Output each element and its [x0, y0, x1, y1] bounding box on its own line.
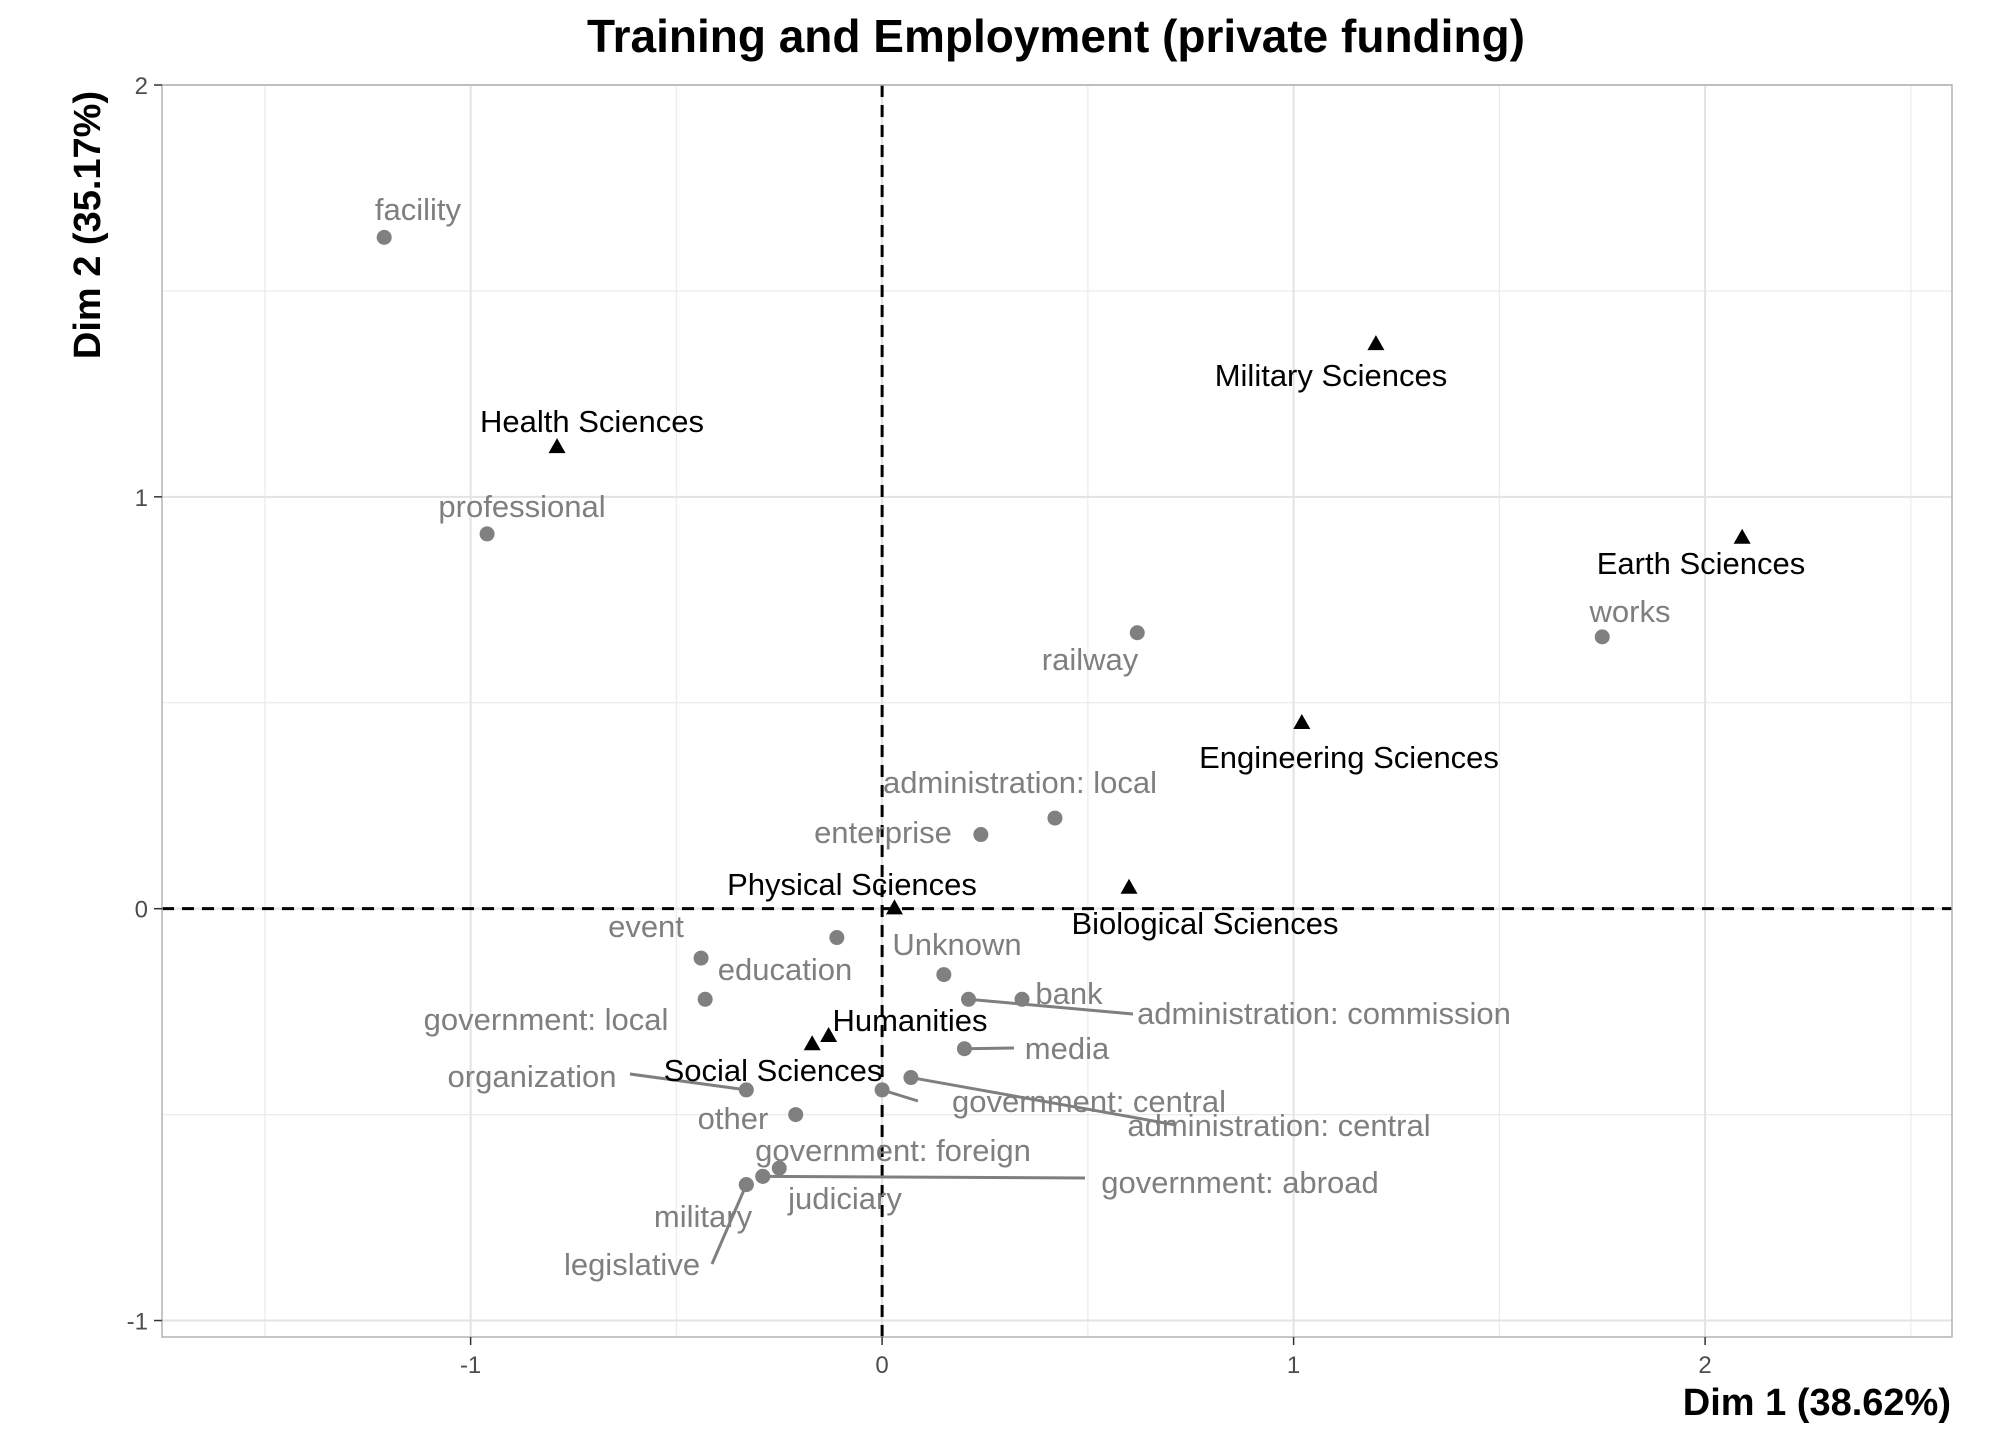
label-media: media	[1025, 1031, 1110, 1066]
label-works: works	[1589, 594, 1671, 629]
y-tick-label: 1	[135, 485, 148, 512]
label-biological-sciences: Biological Sciences	[1071, 906, 1338, 941]
point-physical-sciences	[885, 899, 903, 915]
label-engineering-sciences: Engineering Sciences	[1199, 740, 1499, 775]
label-administration-central: administration: central	[1127, 1108, 1430, 1143]
point-engineering-sciences	[1293, 714, 1311, 730]
x-tick-label: 1	[1287, 1352, 1300, 1379]
point-enterprise	[973, 827, 989, 843]
label-government-local: government: local	[424, 1002, 669, 1037]
point-facility	[376, 229, 392, 245]
x-tick-label: 0	[875, 1352, 888, 1379]
leader-line-administration-central	[910, 1076, 1177, 1127]
point-works	[1594, 629, 1610, 645]
y-tick-label: 0	[135, 897, 148, 924]
point-government-central	[874, 1082, 890, 1098]
leader-line-media	[964, 1046, 1015, 1051]
label-enterprise: enterprise	[814, 815, 952, 850]
point-bank	[1014, 991, 1030, 1007]
leader-line-administration-commission	[968, 997, 1134, 1016]
y-tick-label: -1	[127, 1309, 148, 1336]
label-government-foreign: government: foreign	[755, 1133, 1031, 1168]
label-event: event	[608, 909, 684, 944]
y-tick-label: 2	[135, 73, 148, 100]
label-humanities: Humanities	[832, 1003, 987, 1038]
chart-title: Training and Employment (private funding…	[587, 10, 1525, 62]
point-humanities	[820, 1027, 838, 1043]
label-social-sciences: Social Sciences	[664, 1053, 883, 1088]
label-other: other	[698, 1101, 769, 1136]
point-event	[829, 930, 845, 946]
leader-line-government-abroad	[762, 1174, 1086, 1180]
point-social-sciences	[803, 1035, 821, 1051]
label-education: education	[718, 952, 852, 987]
point-judiciary	[755, 1168, 771, 1184]
point-government-local	[697, 991, 713, 1007]
y-axis-title: Dim 2 (35.17%)	[67, 91, 109, 359]
label-unknown: Unknown	[892, 927, 1021, 962]
label-leader-lines	[629, 997, 1177, 1265]
label-professional: professional	[438, 489, 605, 524]
label-government-central: government: central	[952, 1084, 1226, 1119]
leader-line-legislative	[710, 1184, 748, 1265]
reference-lines	[162, 85, 1952, 1337]
point-media	[956, 1041, 972, 1057]
label-administration-commission: administration: commission	[1137, 996, 1511, 1031]
point-education	[693, 950, 709, 966]
point-railway	[1129, 625, 1145, 641]
x-axis-title: Dim 1 (38.62%)	[1683, 1382, 1951, 1424]
point-health-sciences	[548, 438, 566, 454]
label-legislative: legislative	[564, 1247, 700, 1282]
leader-line-organization	[629, 1072, 747, 1092]
label-facility: facility	[375, 192, 462, 227]
x-tick-label: 2	[1698, 1352, 1711, 1379]
point-administration-local	[1047, 810, 1063, 826]
panel-border	[161, 84, 1953, 1338]
label-physical-sciences: Physical Sciences	[727, 867, 977, 902]
point-legislative	[738, 1177, 754, 1193]
label-health-sciences: Health Sciences	[480, 404, 704, 439]
axis-ticks: -1 0 1 2 -1 0 1 2	[127, 73, 1712, 1379]
data-points	[376, 229, 1751, 1193]
label-earth-sciences: Earth Sciences	[1597, 546, 1806, 581]
point-government-foreign	[771, 1160, 787, 1176]
label-government-abroad: government: abroad	[1101, 1165, 1378, 1200]
point-earth-sciences	[1733, 528, 1751, 544]
label-railway: railway	[1042, 642, 1139, 677]
point-biological-sciences	[1120, 878, 1138, 894]
point-administration-central	[903, 1070, 919, 1086]
label-military: military	[654, 1199, 753, 1234]
point-administration-commission	[961, 991, 977, 1007]
label-military-sciences: Military Sciences	[1215, 358, 1448, 393]
point-professional	[479, 526, 495, 542]
label-bank: bank	[1035, 976, 1103, 1011]
label-administration-local: administration: local	[883, 765, 1157, 800]
point-organization	[738, 1082, 754, 1098]
label-judiciary: judiciary	[787, 1181, 902, 1216]
point-unknown	[936, 967, 952, 983]
point-other	[788, 1107, 804, 1123]
x-tick-label: -1	[460, 1352, 481, 1379]
label-organization: organization	[448, 1059, 617, 1094]
point-labels: facility professional railway works administ…	[375, 192, 1805, 1282]
point-military-sciences	[1367, 335, 1385, 351]
